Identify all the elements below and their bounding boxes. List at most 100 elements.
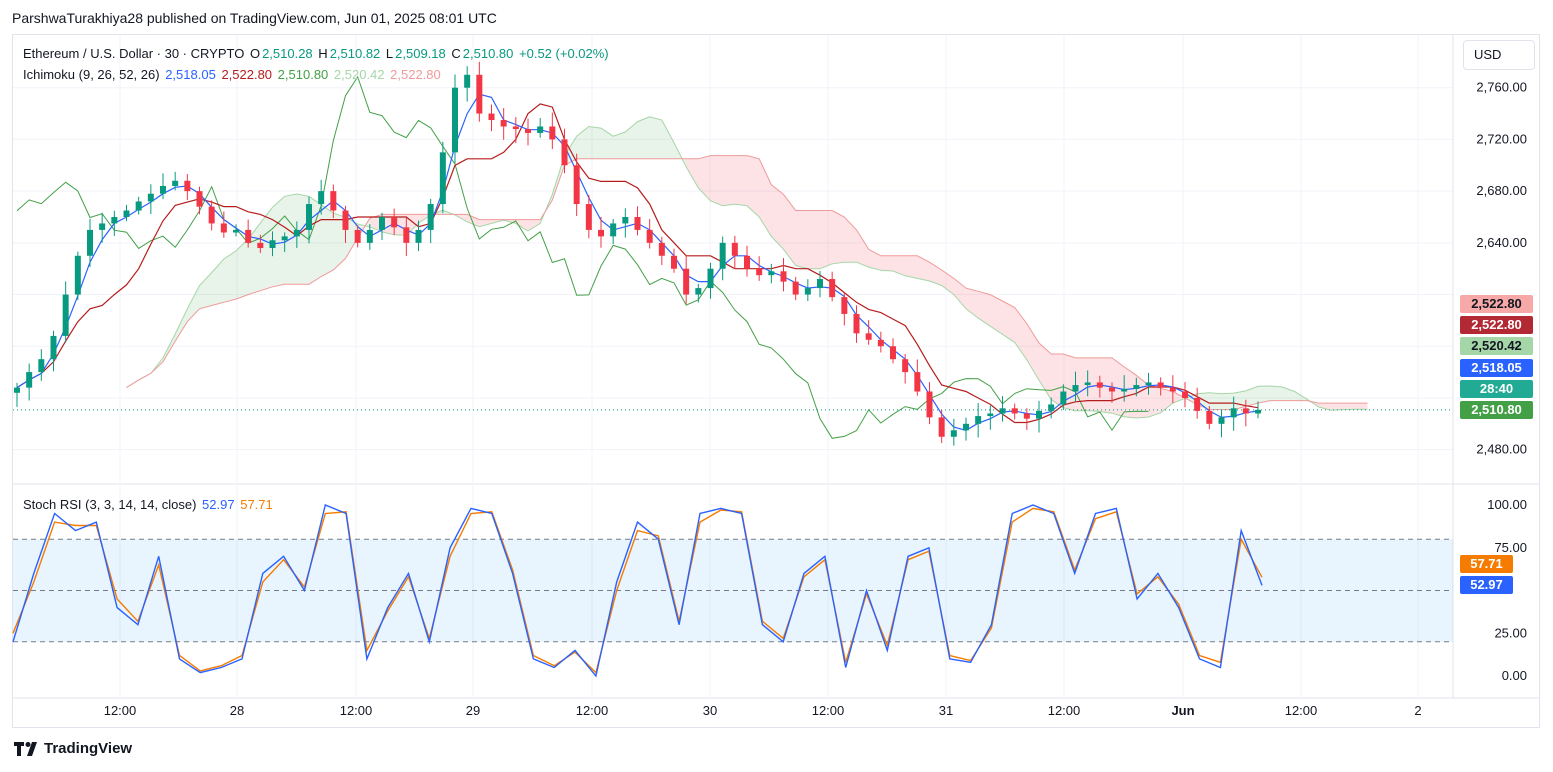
cloud-segment [1172,391,1185,404]
high-label: H [318,46,328,61]
cloud-segment [601,128,614,159]
cloud-segment [674,142,687,167]
tradingview-logo-icon [14,741,37,756]
candle-body [585,204,592,230]
cloud-segment [1160,388,1173,413]
candle-body [1182,391,1188,398]
cloud-segment [807,210,820,269]
currency-button[interactable]: USD [1463,40,1535,70]
candle-body [829,279,836,298]
cloud-segment [296,194,309,285]
candle-body [1084,382,1091,386]
cloud-segment [710,155,723,206]
candle-body [902,359,909,373]
cloud-segment [479,219,492,227]
candle-body [269,240,276,249]
cloud-segment [771,184,784,250]
candle-body [135,201,142,211]
tradingview-logo[interactable]: TradingView [14,740,132,757]
candle-body [1072,385,1079,392]
cloud-segment [1087,357,1100,412]
price-tag: 2,522.80 [1460,295,1533,313]
candle-body [914,372,921,392]
price-tag: 28:40 [1460,380,1533,398]
stoch-tag: 57.71 [1460,555,1513,573]
cloud-segment [880,255,893,271]
candle-body [50,335,57,360]
cloud-segment [1185,393,1198,405]
cloud-segment [759,158,772,237]
ichimoku-span-a: 2,520.42 [333,67,385,82]
candle-body [87,229,93,256]
price-tick-label: 2,640.00 [1476,235,1527,250]
time-tick-label: 29 [466,703,480,718]
cloud-segment [686,158,699,188]
price-tick-label: 2,720.00 [1476,131,1527,146]
candle-body [26,372,33,388]
cloud-segment [856,229,869,268]
cloud-segment [722,155,735,206]
cloud-segment [1039,343,1052,400]
candle-body [804,288,811,295]
candle-body [671,255,677,269]
cloud-segment [1014,307,1027,360]
candle-body [123,210,130,217]
stoch-d-value: 57.71 [240,497,273,512]
ichimoku-kijun: 2,522.80 [221,67,273,82]
candle-body [318,191,325,205]
time-tick-label: 30 [703,703,717,718]
candle-body [184,180,191,192]
cloud-segment [1355,403,1368,410]
cloud-segment [1245,386,1258,407]
ichimoku-chikou: 2,510.80 [277,67,329,82]
cloud-segment [649,116,662,159]
candle-body [38,359,45,373]
candle-body [1011,408,1018,414]
candle-body [1157,382,1164,388]
stoch-tick-label: 100.00 [1487,497,1527,512]
candle-body [439,152,446,205]
open-label: O [249,46,261,61]
candle-body [950,430,957,437]
cloud-segment [333,213,346,270]
price-tag: 2,520.42 [1460,337,1533,355]
time-tick-label: 12:00 [1048,703,1081,718]
candle-body [1145,382,1152,386]
candle-body [561,139,568,166]
candle-body [719,242,726,269]
cloud-segment [1343,403,1356,410]
change-value: +0.52 (+0.02%) [519,46,609,61]
candle-body [306,204,312,230]
candle-body [1048,404,1055,411]
candles [14,61,1261,446]
cloud-segment [199,272,212,309]
candle-body [999,408,1006,414]
candle-body [792,281,799,295]
price-tick-label: 2,680.00 [1476,183,1527,198]
cloud-segment [1002,301,1015,343]
price-legend: Ethereum / U.S. Dollar · 30 · CRYPTO O 2,… [23,46,611,61]
publisher-line: ParshwaTurakhiya28 published on TradingV… [12,10,497,26]
open-value: 2,510.28 [262,46,313,61]
cloud-segment [1051,354,1064,408]
candle-body [14,387,20,393]
cloud-segment [990,294,1003,335]
candle-body [1206,410,1213,424]
price-tag: 2,510.80 [1460,401,1533,419]
chikou-line [16,75,1149,439]
candle-body [1255,409,1261,414]
cloud-segment [1026,323,1039,381]
candle-body [1194,397,1201,411]
time-tick-label: 12:00 [576,703,609,718]
cloud-segment [1209,392,1222,410]
cloud-segment [747,155,760,217]
candle-body [147,193,154,202]
cloud-segment [223,250,236,303]
candle-body [1121,388,1128,392]
candle-body [257,242,264,249]
stoch-tag: 52.97 [1460,576,1513,594]
cloud-segment [661,120,674,159]
stoch-tick-label: 0.00 [1502,668,1527,683]
candle-body [1133,385,1140,389]
